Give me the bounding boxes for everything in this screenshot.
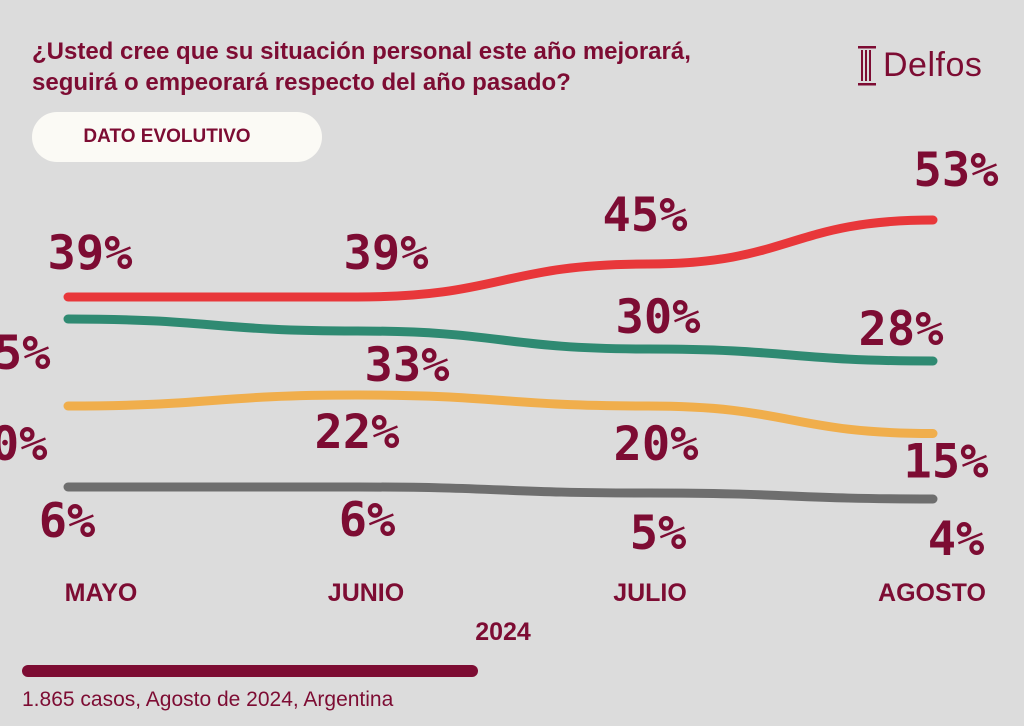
- column-icon: [858, 46, 876, 86]
- series-line-1: [63, 215, 938, 302]
- data-label-s3-junio: 22%: [315, 405, 400, 460]
- data-label-s4-mayo: 6%: [39, 494, 96, 549]
- data-label-s4-junio: 6%: [339, 493, 396, 548]
- series-line-4: [63, 482, 938, 504]
- data-label-s4-agosto: 4%: [928, 512, 985, 567]
- data-label-s3-agosto: 15%: [904, 435, 989, 490]
- chart-title-line-1: ¿Usted cree que su situación personal es…: [32, 38, 691, 65]
- data-label-s1-julio: 45%: [603, 188, 688, 243]
- data-label-s1-mayo: 39%: [48, 226, 133, 281]
- x-tick-agosto: AGOSTO: [878, 579, 986, 607]
- data-label-s2-agosto: 28%: [859, 302, 944, 357]
- data-label-s3-julio: 20%: [614, 417, 699, 472]
- data-label-s4-julio: 5%: [630, 506, 687, 561]
- data-label-s2-junio: 33%: [365, 338, 450, 393]
- logo-text: Delfos: [883, 46, 983, 84]
- data-label-s1-agosto: 53%: [914, 143, 999, 198]
- data-label-s2-mayo: 35%: [0, 326, 50, 381]
- data-label-s1-junio: 39%: [344, 226, 429, 281]
- data-label-s3-mayo: 20%: [0, 417, 47, 472]
- data-label-s2-julio: 30%: [616, 290, 701, 345]
- x-tick-mayo: MAYO: [65, 579, 138, 607]
- footer-note: 1.865 casos, Agosto de 2024, Argentina: [22, 688, 394, 711]
- x-axis-categories: MAYO JUNIO JULIO AGOSTO: [65, 579, 986, 607]
- chart-title: ¿Usted cree que su situación personal es…: [32, 36, 852, 98]
- dato-evolutivo-badge: DATO EVOLUTIVO: [32, 112, 322, 162]
- x-tick-julio: JULIO: [613, 579, 687, 607]
- delfos-logo: Delfos: [857, 42, 997, 92]
- series-lines: [63, 215, 938, 504]
- series-line-3: [63, 390, 938, 438]
- chart-title-line-2: seguirá o empeorará respecto del año pas…: [32, 69, 571, 96]
- footer-divider: [22, 665, 478, 677]
- x-tick-junio: JUNIO: [328, 579, 404, 607]
- series-line-2: [63, 314, 938, 366]
- x-axis-title: 2024: [475, 618, 531, 646]
- data-labels: 39% 39% 45% 53% 35% 33% 30% 28% 20% 22% 20% 15% 6% 6%…: [0, 143, 998, 567]
